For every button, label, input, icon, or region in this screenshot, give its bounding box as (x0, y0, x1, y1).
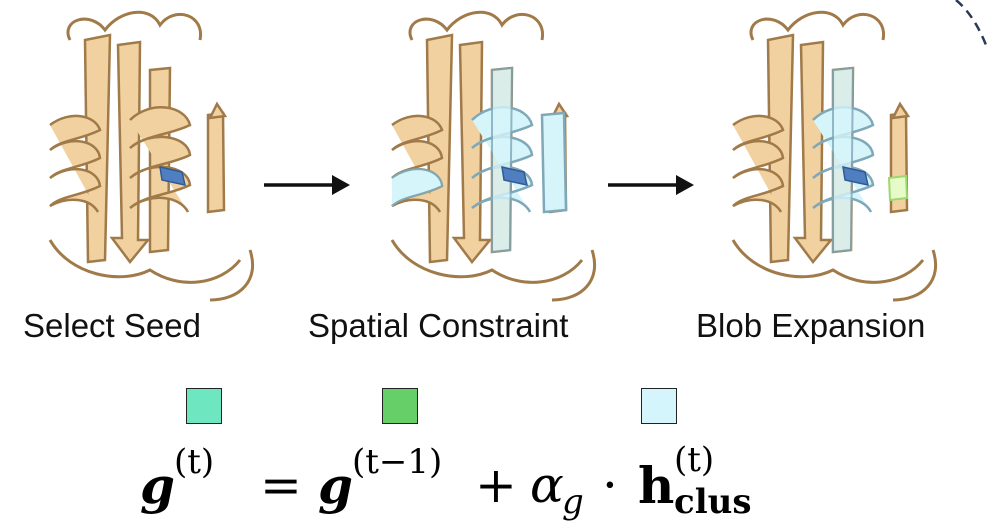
formula-h-sub: clus (674, 482, 752, 522)
stage-label-blob-expansion: Blob Expansion (696, 307, 926, 344)
formula-h-sup: (t) (674, 440, 715, 480)
stage-label-select-seed: Select Seed (23, 307, 201, 344)
protein-panel-blob-expansion (693, 0, 988, 310)
formula-lhs-sup: (t) (174, 442, 215, 482)
cluster-strand-mid (491, 66, 514, 254)
seed-residue (501, 166, 528, 186)
formula-dot: · (602, 456, 618, 514)
protein-panel-select-seed (10, 0, 310, 310)
formula-h-var: h (638, 456, 675, 515)
color-swatch-teal (186, 388, 222, 424)
protein-panel-spatial-constraint (352, 0, 652, 310)
formula-rhs-sup: (t−1) (352, 442, 443, 482)
helix-right-select-seed (129, 106, 192, 213)
seed-residue (159, 166, 186, 186)
cluster-strand-right (540, 111, 568, 214)
stage-label-spatial-constraint: Spatial Constraint (308, 307, 569, 344)
formula-plus: + (475, 456, 517, 514)
frontier-residue (887, 174, 909, 202)
arrow-right-icon (262, 170, 352, 200)
color-swatch-green (382, 388, 418, 424)
cluster-helix-left-patch (391, 168, 444, 207)
formula-lhs-var: g (140, 456, 175, 515)
cluster-strand-mid (832, 66, 855, 254)
update-formula: g (t) = g (t−1) + α g · h (t) clus (140, 436, 760, 528)
seed-residue (842, 166, 869, 186)
formula-alpha-sub: g (562, 482, 584, 522)
arrow-right-icon (606, 170, 696, 200)
formula-alpha: α (530, 456, 564, 514)
color-swatch-light-blue (641, 388, 677, 424)
formula-rhs-var: g (318, 456, 353, 515)
dashed-arc-decoration (948, 0, 988, 60)
formula-equals: = (260, 456, 302, 514)
